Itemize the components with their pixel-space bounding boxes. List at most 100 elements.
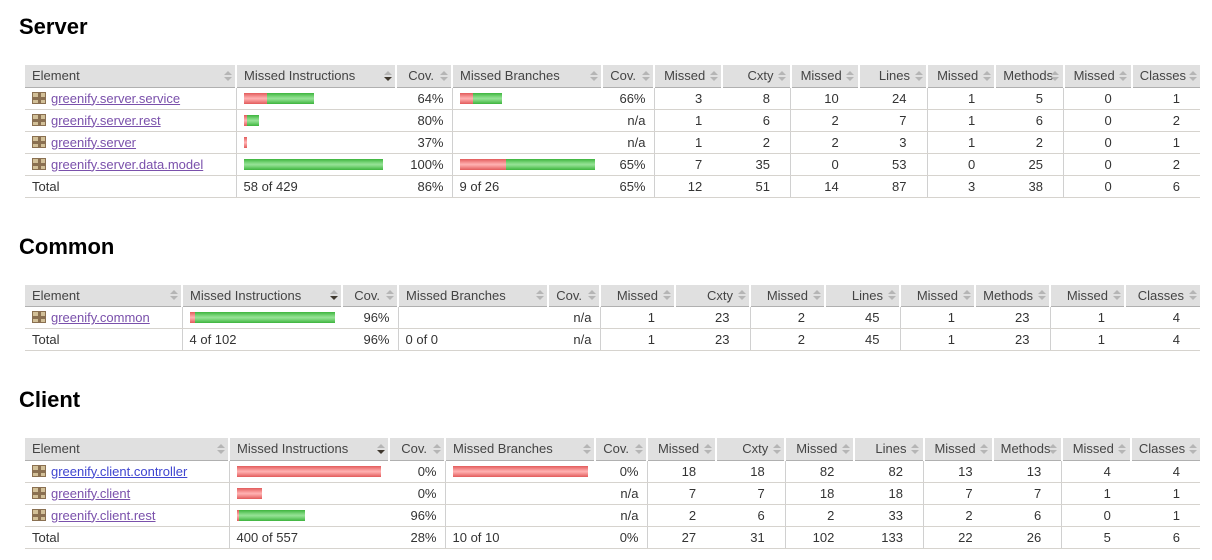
total-missed-lines: 14	[789, 175, 859, 198]
missed-lines-cell: 82	[784, 460, 855, 483]
lines-cell: 33	[854, 504, 924, 527]
package-icon	[32, 486, 46, 499]
methods-cell: 25	[995, 153, 1064, 176]
column-label: Missed	[1072, 441, 1114, 457]
column-header-classes[interactable]: Classes	[1124, 284, 1200, 307]
column-header-branch-coverage[interactable]: Cov.	[601, 65, 654, 88]
column-header-missed-classes[interactable]: Missed	[1049, 284, 1125, 307]
element-cell: greenify.server.service	[25, 87, 236, 110]
column-header-missed-instructions[interactable]: Missed Instructions	[181, 284, 342, 307]
missed-branches-bar-cell	[444, 460, 595, 483]
total-missed-classes: 5	[1061, 526, 1131, 549]
total-row: Total 4 of 102 96% 0 of 0 n/a 1 23 2 45 …	[25, 328, 1200, 351]
sort-icon	[1118, 443, 1127, 454]
column-header-branch-coverage[interactable]: Cov.	[594, 438, 647, 461]
missed-instructions-bar-cell	[235, 131, 396, 154]
package-link[interactable]: greenify.client.controller	[51, 463, 188, 479]
column-header-missed-instructions[interactable]: Missed Instructions	[228, 438, 389, 461]
instruction-coverage-cell: 0%	[389, 460, 445, 483]
column-header-missed-methods[interactable]: Missed	[922, 438, 993, 461]
missed-lines-cell: 2	[749, 306, 825, 329]
column-label: Missed	[616, 287, 658, 303]
total-instructions-cell: 58 of 429	[235, 175, 396, 198]
sort-icon	[223, 70, 232, 81]
sort-icon	[982, 70, 991, 81]
package-link[interactable]: greenify.client	[51, 485, 131, 501]
package-link[interactable]: greenify.common	[51, 310, 150, 325]
table-header: Element Missed Instructions Cov. Missed …	[25, 438, 1200, 461]
sort-icon	[641, 70, 650, 81]
total-classes: 4	[1125, 328, 1200, 351]
package-icon	[32, 91, 46, 104]
column-label: Missed	[1073, 68, 1115, 84]
column-header-lines[interactable]: Lines	[853, 438, 924, 461]
column-header-lines[interactable]: Lines	[857, 65, 927, 88]
column-header-missed-instructions[interactable]: Missed Instructions	[235, 65, 396, 88]
column-label: Element	[32, 68, 80, 84]
sort-icon	[841, 443, 850, 454]
missed-instructions-bar-cell	[181, 306, 342, 329]
column-header-missed-cxty[interactable]: Missed	[599, 284, 675, 307]
package-link[interactable]: greenify.client.rest	[51, 507, 156, 523]
column-header-instruction-coverage[interactable]: Cov.	[388, 438, 445, 461]
element-cell: greenify.client	[25, 482, 229, 505]
total-missed-classes: 1	[1049, 328, 1125, 351]
column-header-missed-classes[interactable]: Missed	[1062, 65, 1132, 88]
missed-instructions-bar-cell	[228, 504, 389, 527]
missed-cxty-cell: 7	[653, 153, 723, 176]
section-title-client: Client	[19, 387, 81, 412]
sort-icon	[432, 443, 441, 454]
lines-cell: 45	[825, 306, 900, 329]
column-header-missed-classes[interactable]: Missed	[1060, 438, 1131, 461]
column-header-cxty[interactable]: Cxty	[721, 65, 791, 88]
column-header-cxty[interactable]: Cxty	[674, 284, 750, 307]
column-header-methods[interactable]: Methods	[994, 65, 1064, 88]
column-header-instruction-coverage[interactable]: Cov.	[395, 65, 452, 88]
classes-cell: 1	[1131, 87, 1200, 110]
column-header-missed-branches[interactable]: Missed Branches	[451, 65, 602, 88]
column-header-instruction-coverage[interactable]: Cov.	[341, 284, 398, 307]
missed-methods-cell: 1	[926, 109, 996, 132]
column-header-missed-cxty[interactable]: Missed	[652, 65, 723, 88]
classes-cell: 2	[1131, 153, 1200, 176]
missed-instructions-bar-cell	[235, 87, 396, 110]
column-label: Missed Instructions	[244, 68, 356, 84]
package-link[interactable]: greenify.server.rest	[51, 112, 161, 128]
sort-icon	[634, 443, 643, 454]
column-header-missed-cxty[interactable]: Missed	[645, 438, 717, 461]
column-header-lines[interactable]: Lines	[824, 284, 900, 307]
column-header-missed-branches[interactable]: Missed Branches	[444, 438, 595, 461]
column-header-missed-lines[interactable]: Missed	[789, 65, 859, 88]
column-header-missed-methods[interactable]: Missed	[925, 65, 996, 88]
classes-cell: 1	[1131, 131, 1200, 154]
methods-cell: 7	[992, 482, 1062, 505]
column-header-branch-coverage[interactable]: Cov.	[547, 284, 600, 307]
column-header-methods[interactable]: Methods	[974, 284, 1050, 307]
total-cxty: 31	[716, 526, 786, 549]
column-header-element[interactable]: Element	[25, 284, 182, 307]
column-header-element[interactable]: Element	[25, 438, 229, 461]
column-label: Cxty	[747, 68, 774, 84]
section-title-common: Common	[19, 233, 115, 259]
column-header-element[interactable]: Element	[25, 65, 236, 88]
missed-branches-bar-cell	[397, 306, 548, 329]
sort-icon	[911, 443, 920, 454]
column-header-missed-branches[interactable]: Missed Branches	[397, 284, 548, 307]
table-header: Element Missed Instructions Cov. Missed …	[25, 65, 1200, 88]
total-branches-cell: 9 of 26	[451, 175, 602, 198]
package-link[interactable]: greenify.server.data.model	[51, 156, 204, 172]
missed-methods-cell: 13	[922, 460, 993, 483]
column-header-missed-methods[interactable]: Missed	[899, 284, 975, 307]
column-header-classes[interactable]: Classes	[1130, 65, 1200, 88]
column-header-missed-lines[interactable]: Missed	[784, 438, 855, 461]
column-header-classes[interactable]: Classes	[1129, 438, 1200, 461]
column-header-methods[interactable]: Methods	[991, 438, 1062, 461]
package-link[interactable]: greenify.server.service	[51, 90, 181, 106]
sort-icon	[962, 290, 971, 301]
column-header-cxty[interactable]: Cxty	[715, 438, 786, 461]
package-link[interactable]: greenify.server	[51, 134, 137, 150]
total-missed-lines: 102	[784, 526, 855, 549]
element-cell: greenify.server.data.model	[25, 153, 236, 176]
column-label: Classes	[1139, 68, 1186, 84]
column-header-missed-lines[interactable]: Missed	[749, 284, 825, 307]
